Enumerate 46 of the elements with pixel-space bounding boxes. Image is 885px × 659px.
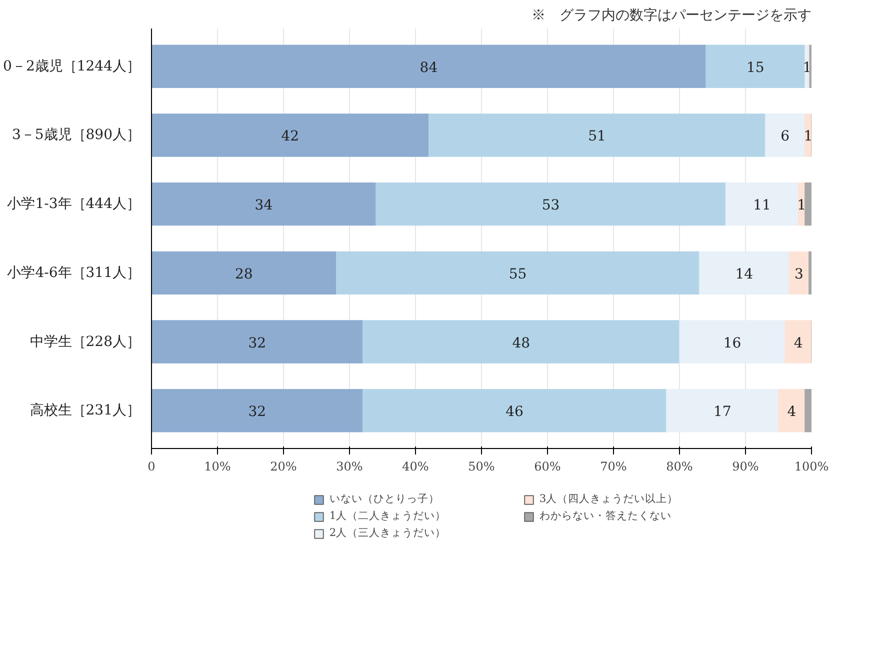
data-label: 32 bbox=[248, 404, 266, 420]
legend-label: 3人（四人きょうだい以上） bbox=[539, 492, 678, 506]
y-tick-label: 0－2歳児［1244人］ bbox=[3, 58, 141, 74]
data-label: 14 bbox=[735, 266, 754, 282]
data-label: 3 bbox=[794, 266, 804, 282]
data-label: 15 bbox=[746, 60, 764, 76]
legend-label: 1人（二人きょうだい） bbox=[329, 509, 446, 523]
y-tick-label: 小学4-6年［311人］ bbox=[7, 264, 141, 281]
x-tick-label: 0 bbox=[148, 460, 156, 474]
data-label: 32 bbox=[248, 335, 266, 352]
y-tick-label: 3－5歳児［890人］ bbox=[12, 127, 141, 144]
data-label: 55 bbox=[508, 266, 527, 282]
y-tick-label: 高校生［231人］ bbox=[30, 402, 141, 419]
data-label: 6 bbox=[780, 128, 790, 145]
legend-label: わからない・答えたくない bbox=[539, 509, 672, 523]
data-label: 53 bbox=[542, 198, 560, 214]
data-label: 48 bbox=[512, 335, 530, 352]
data-label: 1 bbox=[797, 198, 806, 214]
x-tick-label: 50% bbox=[468, 460, 495, 474]
data-label: 1 bbox=[804, 128, 813, 145]
data-label: 84 bbox=[420, 60, 438, 76]
data-label: 1 bbox=[802, 60, 812, 76]
x-tick-label: 60% bbox=[534, 460, 561, 474]
x-tick-label: 80% bbox=[666, 460, 693, 474]
y-tick-label: 小学1-3年［444人］ bbox=[7, 196, 141, 212]
x-tick-label: 30% bbox=[336, 460, 363, 474]
x-tick-label: 90% bbox=[732, 460, 759, 474]
legend-label: 2人（三人きょうだい） bbox=[329, 526, 446, 540]
y-tick-label: 中学生［228人］ bbox=[30, 334, 141, 350]
x-tick-label: 100% bbox=[794, 460, 829, 474]
data-label: 17 bbox=[713, 404, 732, 420]
data-label: 42 bbox=[281, 128, 300, 145]
x-tick-label: 40% bbox=[402, 460, 429, 474]
data-label: 4 bbox=[794, 335, 803, 352]
legend-label: いない（ひとりっ子） bbox=[329, 492, 440, 506]
x-tick-label: 70% bbox=[600, 460, 627, 474]
data-label: 11 bbox=[753, 198, 771, 214]
data-label: 46 bbox=[506, 404, 524, 420]
x-tick-label: 10% bbox=[204, 460, 231, 474]
data-label: 4 bbox=[787, 404, 796, 420]
data-label: 34 bbox=[254, 198, 273, 214]
data-label: 16 bbox=[723, 335, 742, 352]
data-label: 28 bbox=[234, 266, 253, 282]
text: ※ グラフ内の数字はパーセンテージを示す bbox=[532, 8, 812, 24]
data-label: 51 bbox=[588, 128, 606, 145]
x-tick-label: 20% bbox=[270, 460, 297, 474]
